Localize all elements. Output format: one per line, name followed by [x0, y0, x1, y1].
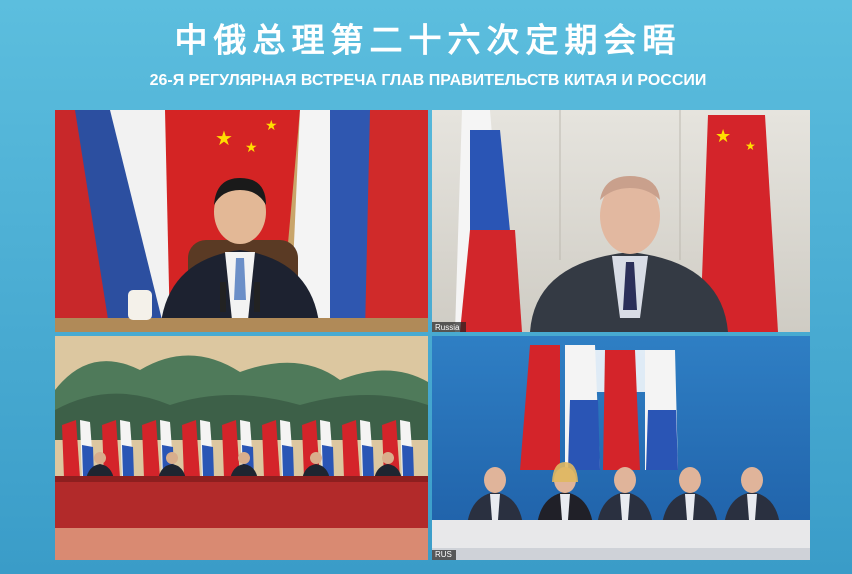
video-panel-russia-delegation-part	[520, 345, 560, 470]
delegate	[614, 467, 636, 493]
video-panel-russia-premier-part: ★	[745, 139, 756, 153]
delegate	[679, 467, 701, 493]
flag	[222, 420, 240, 478]
video-panel-china-premier-part	[220, 282, 226, 312]
video-panel-russia-delegation-part	[646, 410, 678, 470]
video-panel-china-premier-part	[234, 258, 246, 300]
subtitle: 26-Я РЕГУЛЯРНАЯ ВСТРЕЧА ГЛАВ ПРАВИТЕЛЬСТ…	[150, 72, 707, 89]
video-panel-china-delegation-part	[62, 420, 414, 480]
delegate	[552, 462, 578, 482]
video-panel-russia-delegation-part	[467, 462, 780, 525]
delegate	[238, 452, 250, 464]
delegate	[490, 494, 500, 520]
video-panel-russia-delegation-part	[432, 548, 810, 560]
video-panel-china-premier-part	[214, 180, 266, 244]
video-panel-russia-delegation-part	[568, 400, 600, 470]
video-panel-russia-premier-part	[600, 176, 660, 200]
delegate	[484, 467, 506, 493]
video-panel-china-premier-part	[55, 318, 428, 332]
video-panel-china-premier-part	[128, 290, 152, 320]
delegate	[620, 494, 630, 520]
video-panel-russia-premier-part: ★	[715, 126, 731, 147]
flag	[282, 445, 294, 478]
delegate	[382, 452, 394, 464]
video-panel-china-delegation-part	[55, 476, 428, 482]
delegate	[94, 452, 106, 464]
flag	[142, 420, 160, 478]
video-panel-russia-premier-part	[600, 178, 660, 254]
video-panel-russia-premier-part	[432, 322, 466, 332]
video-panel-china-premier: ★ ★ ★	[55, 110, 428, 332]
delegate	[166, 452, 178, 464]
flag	[202, 445, 214, 478]
video-panel-russia-premier-part	[460, 230, 522, 332]
flag	[262, 420, 280, 478]
flag	[362, 445, 374, 478]
flag	[342, 420, 360, 478]
flag	[62, 420, 80, 478]
participant-label: Russia	[435, 323, 460, 332]
delegate	[747, 494, 757, 520]
video-panel-china-premier-part: ★	[265, 118, 278, 134]
video-panel-russia-premier: ★ ★ Russia	[432, 110, 810, 332]
video-panel-china-premier-part	[365, 110, 428, 332]
video-panel-russia-premier-part	[700, 115, 778, 332]
flag	[182, 420, 200, 478]
video-panel-china-delegation	[55, 336, 428, 560]
delegate	[685, 494, 695, 520]
video-panel-china-premier-part: ★	[245, 140, 258, 156]
video-panel-china-premier-part: ★	[215, 126, 233, 150]
flag	[402, 445, 414, 478]
participant-label: RUS	[435, 550, 452, 559]
video-panel-russia-delegation-part	[603, 350, 640, 470]
video-panel-china-premier-part	[214, 178, 266, 205]
delegate	[741, 467, 763, 493]
flag	[122, 445, 134, 478]
video-panel-china-premier-part	[254, 282, 260, 312]
video-panel-china-delegation-part	[55, 528, 428, 560]
title: 中俄总理第二十六次定期会晤	[175, 21, 682, 60]
flag	[102, 420, 120, 478]
video-panel-russia-delegation: RUS	[432, 336, 810, 560]
video-panel-china-delegation-part	[55, 478, 428, 528]
video-panel-russia-delegation-part	[432, 550, 456, 560]
delegate	[310, 452, 322, 464]
delegate	[560, 494, 570, 520]
video-panel-russia-premier-part	[623, 262, 637, 310]
